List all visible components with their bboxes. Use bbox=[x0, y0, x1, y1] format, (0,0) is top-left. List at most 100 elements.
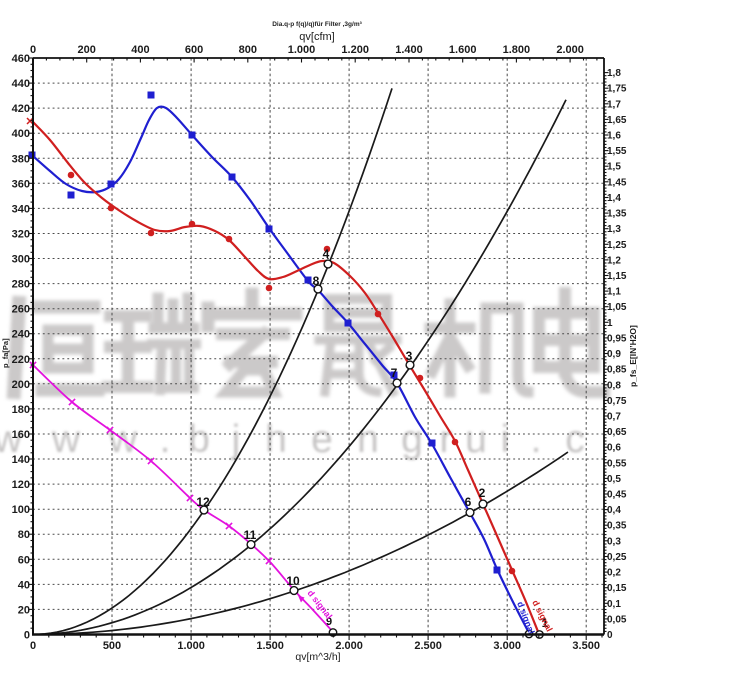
svg-text:12: 12 bbox=[196, 495, 210, 509]
svg-text:1.800: 1.800 bbox=[503, 44, 531, 56]
svg-text:qv[cfm]: qv[cfm] bbox=[299, 31, 334, 43]
svg-text:0,7: 0,7 bbox=[607, 412, 621, 423]
svg-text:0,95: 0,95 bbox=[607, 333, 627, 344]
svg-text:240: 240 bbox=[12, 329, 30, 341]
svg-text:0,6: 0,6 bbox=[607, 443, 621, 454]
svg-text:20: 20 bbox=[18, 604, 30, 616]
svg-text:.: . bbox=[160, 418, 171, 461]
svg-text:100: 100 bbox=[12, 504, 30, 516]
svg-text:1,1: 1,1 bbox=[607, 287, 621, 298]
svg-text:1.400: 1.400 bbox=[395, 44, 423, 56]
svg-text:340: 340 bbox=[12, 203, 30, 215]
svg-text:0,85: 0,85 bbox=[607, 365, 627, 376]
svg-text:380: 380 bbox=[12, 153, 30, 165]
svg-text:300: 300 bbox=[12, 254, 30, 266]
svg-text:0,3: 0,3 bbox=[607, 536, 621, 547]
svg-text:6: 6 bbox=[465, 495, 472, 509]
svg-text:3.000: 3.000 bbox=[493, 640, 521, 652]
svg-text:1.500: 1.500 bbox=[256, 640, 284, 652]
svg-text:p_fs_E[IN’H2O]: p_fs_E[IN’H2O] bbox=[628, 325, 638, 387]
svg-text:1,8: 1,8 bbox=[607, 68, 621, 79]
svg-text:0: 0 bbox=[24, 630, 30, 642]
svg-text:Dia.q-p f(q)/q)für Filter ,3g/: Dia.q-p f(q)/q)für Filter ,3g/m³ bbox=[272, 21, 362, 28]
svg-text:0: 0 bbox=[30, 44, 36, 56]
svg-text:2.000: 2.000 bbox=[335, 640, 363, 652]
svg-text:1.600: 1.600 bbox=[449, 44, 477, 56]
svg-text:460: 460 bbox=[12, 53, 30, 65]
svg-text:7: 7 bbox=[391, 366, 398, 380]
svg-text:3.500: 3.500 bbox=[572, 640, 600, 652]
svg-text:1,6: 1,6 bbox=[607, 131, 621, 142]
svg-text:1,7: 1,7 bbox=[607, 99, 621, 110]
svg-text:n: n bbox=[357, 418, 379, 461]
svg-text:280: 280 bbox=[12, 279, 30, 291]
svg-text:0,35: 0,35 bbox=[607, 521, 627, 532]
svg-text:0,4: 0,4 bbox=[607, 505, 621, 516]
svg-text:10: 10 bbox=[286, 574, 300, 588]
svg-text:800: 800 bbox=[239, 44, 257, 56]
svg-text:600: 600 bbox=[185, 44, 203, 56]
svg-text:180: 180 bbox=[12, 404, 30, 416]
svg-text:60: 60 bbox=[18, 554, 30, 566]
svg-text:0,1: 0,1 bbox=[607, 599, 621, 610]
svg-text:0,9: 0,9 bbox=[607, 349, 621, 360]
svg-text:140: 140 bbox=[12, 454, 30, 466]
svg-text:w: w bbox=[51, 418, 81, 461]
svg-text:220: 220 bbox=[12, 354, 30, 366]
svg-text:g: g bbox=[401, 418, 423, 461]
svg-text:360: 360 bbox=[12, 178, 30, 190]
svg-text:2.500: 2.500 bbox=[414, 640, 442, 652]
svg-text:400: 400 bbox=[12, 128, 30, 140]
svg-text:200: 200 bbox=[12, 379, 30, 391]
svg-text:w: w bbox=[0, 418, 23, 461]
svg-text:.: . bbox=[531, 418, 542, 461]
svg-text:1,65: 1,65 bbox=[607, 115, 627, 126]
svg-text:1: 1 bbox=[607, 318, 613, 329]
svg-text:e: e bbox=[311, 418, 333, 461]
svg-text:3: 3 bbox=[406, 349, 413, 363]
svg-text:1.000: 1.000 bbox=[177, 640, 205, 652]
svg-text:0,2: 0,2 bbox=[607, 568, 621, 579]
svg-text:40: 40 bbox=[18, 579, 30, 591]
svg-text:2: 2 bbox=[479, 486, 486, 500]
svg-text:11: 11 bbox=[244, 528, 257, 542]
svg-text:320: 320 bbox=[12, 229, 30, 241]
svg-text:1,75: 1,75 bbox=[607, 84, 627, 95]
svg-text:80: 80 bbox=[18, 529, 30, 541]
svg-text:1,4: 1,4 bbox=[607, 193, 621, 204]
svg-text:1,5: 1,5 bbox=[607, 162, 621, 173]
svg-text:1,55: 1,55 bbox=[607, 146, 627, 157]
svg-text:0,25: 0,25 bbox=[607, 552, 627, 563]
svg-text:c: c bbox=[565, 418, 585, 461]
svg-text:0,5: 0,5 bbox=[607, 474, 621, 485]
svg-text:0,55: 0,55 bbox=[607, 458, 627, 469]
svg-text:440: 440 bbox=[12, 78, 30, 90]
svg-text:0,15: 0,15 bbox=[607, 583, 627, 594]
svg-text:1.200: 1.200 bbox=[341, 44, 369, 56]
svg-text:200: 200 bbox=[78, 44, 96, 56]
svg-text:500: 500 bbox=[103, 640, 121, 652]
svg-text:1,35: 1,35 bbox=[607, 209, 627, 220]
svg-text:120: 120 bbox=[12, 479, 30, 491]
svg-text:0,8: 0,8 bbox=[607, 380, 621, 391]
svg-text:r: r bbox=[440, 418, 453, 461]
svg-text:160: 160 bbox=[12, 429, 30, 441]
svg-text:420: 420 bbox=[12, 103, 30, 115]
svg-text:u: u bbox=[465, 418, 487, 461]
svg-text:9: 9 bbox=[326, 616, 332, 628]
svg-text:0,65: 0,65 bbox=[607, 427, 627, 438]
svg-text:0,05: 0,05 bbox=[607, 614, 627, 625]
svg-text:1,25: 1,25 bbox=[607, 240, 627, 251]
svg-text:1,15: 1,15 bbox=[607, 271, 627, 282]
svg-text:1,2: 1,2 bbox=[607, 255, 621, 266]
svg-text:0: 0 bbox=[607, 630, 613, 641]
svg-text:0,45: 0,45 bbox=[607, 490, 627, 501]
svg-text:1.000: 1.000 bbox=[288, 44, 316, 56]
svg-text:1,05: 1,05 bbox=[607, 302, 627, 313]
svg-text:0,75: 0,75 bbox=[607, 396, 627, 407]
svg-text:400: 400 bbox=[131, 44, 149, 56]
svg-text:1,45: 1,45 bbox=[607, 177, 627, 188]
svg-text:i: i bbox=[501, 418, 510, 461]
svg-text:b: b bbox=[188, 418, 210, 461]
svg-text:8: 8 bbox=[313, 274, 320, 288]
